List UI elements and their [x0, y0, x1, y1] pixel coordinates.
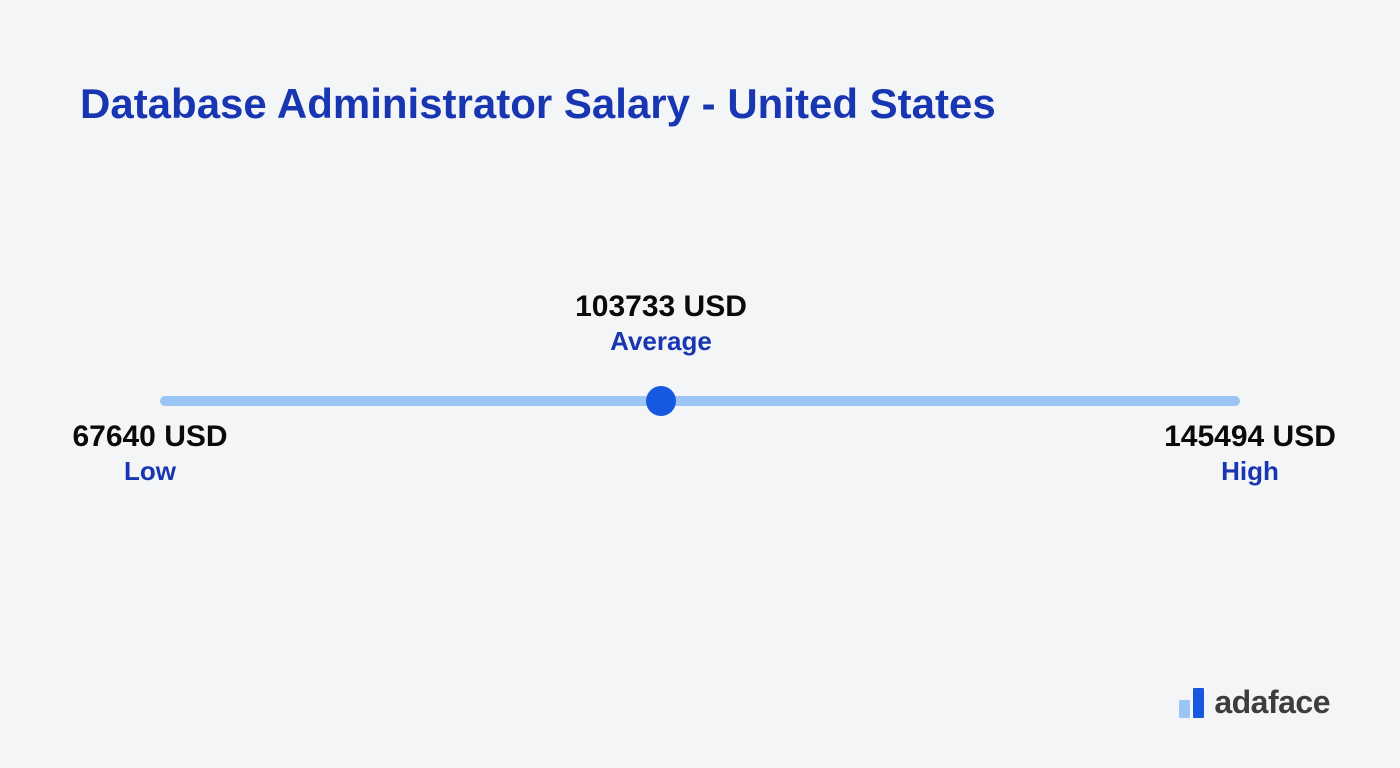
logo-bar-short — [1179, 700, 1190, 718]
chart-title: Database Administrator Salary - United S… — [80, 80, 996, 128]
logo-bar-tall — [1193, 688, 1204, 718]
salary-range-slider — [160, 380, 1240, 420]
logo-text: adaface — [1214, 686, 1330, 718]
slider-average-dot — [646, 386, 676, 416]
high-salary-value: 145494 USD — [1164, 420, 1336, 454]
average-salary-value: 103733 USD — [575, 290, 747, 324]
low-salary-label: Low — [72, 456, 227, 487]
average-salary-group: 103733 USD Average — [575, 290, 747, 357]
average-salary-label: Average — [575, 326, 747, 357]
low-salary-group: 67640 USD Low — [72, 420, 227, 487]
high-salary-label: High — [1164, 456, 1336, 487]
brand-logo: adaface — [1179, 686, 1330, 718]
slider-track — [160, 396, 1240, 406]
logo-bars-icon — [1179, 688, 1204, 718]
low-salary-value: 67640 USD — [72, 420, 227, 454]
high-salary-group: 145494 USD High — [1164, 420, 1336, 487]
